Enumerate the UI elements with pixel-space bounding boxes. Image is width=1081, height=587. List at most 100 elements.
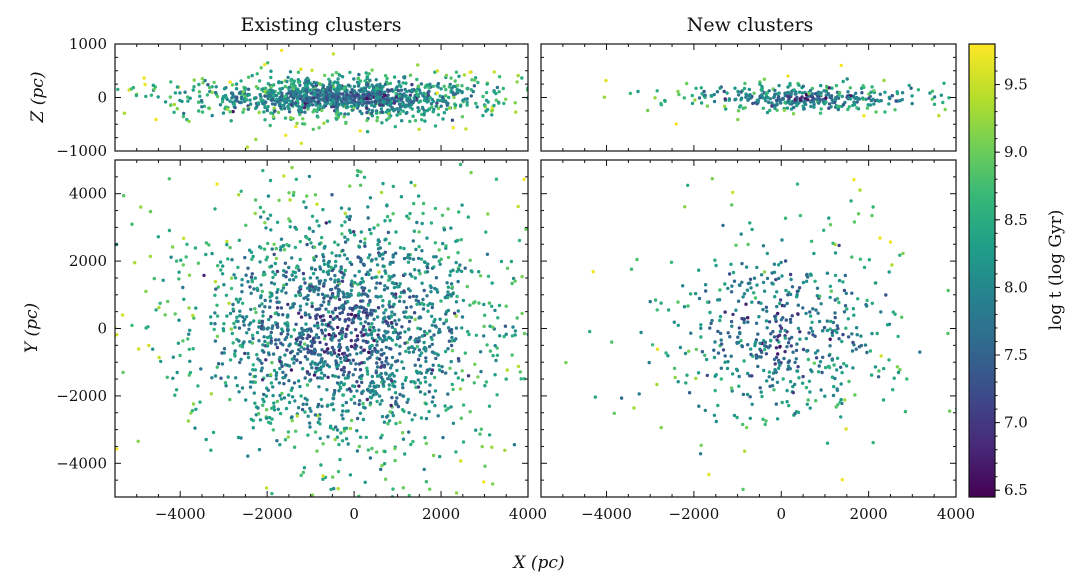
scatter-point	[674, 122, 678, 126]
scatter-point	[212, 80, 216, 85]
scatter-point	[432, 375, 437, 380]
scatter-point	[865, 298, 869, 303]
scatter-point	[874, 110, 878, 114]
scatter-point	[288, 306, 293, 310]
scatter-point	[545, 303, 548, 306]
scatter-point	[816, 90, 821, 94]
scatter-point	[839, 415, 843, 419]
scatter-point	[798, 98, 803, 102]
scatter-point	[298, 83, 302, 88]
scatter-point	[298, 239, 302, 244]
scatter-point	[136, 347, 141, 351]
scatter-point	[193, 426, 197, 430]
scatter-point	[392, 302, 396, 307]
scatter-point	[542, 114, 545, 117]
scatter-point	[947, 409, 952, 413]
scatter-point	[246, 454, 250, 458]
scatter-point	[730, 203, 734, 207]
scatter-point	[359, 321, 363, 326]
scatter-point	[445, 532, 448, 535]
scatter-point	[837, 93, 841, 97]
scatter-point	[353, 343, 357, 347]
scatter-point	[240, 301, 245, 305]
scatter-point	[256, 288, 260, 293]
scatter-point	[262, 392, 266, 397]
scatter-point	[777, 83, 781, 88]
scatter-point	[846, 90, 850, 94]
scatter-point	[896, 370, 901, 375]
scatter-point	[415, 77, 419, 82]
scatter-point	[831, 320, 836, 325]
scatter-point	[389, 99, 393, 104]
scatter-point	[698, 452, 703, 456]
scatter-point	[299, 108, 303, 112]
scatter-point	[554, 233, 557, 236]
scatter-point	[336, 278, 341, 282]
scatter-point	[404, 94, 408, 99]
scatter-point	[370, 322, 374, 326]
scatter-point	[478, 274, 483, 278]
scatter-point	[377, 373, 382, 378]
scatter-point	[371, 393, 375, 397]
scatter-point	[293, 399, 297, 403]
scatter-point	[817, 364, 821, 368]
scatter-point	[422, 260, 427, 264]
scatter-point	[262, 210, 266, 214]
scatter-point	[176, 341, 181, 345]
scatter-point	[291, 278, 296, 282]
scatter-point	[591, 270, 595, 274]
scatter-point	[522, 177, 526, 182]
scatter-point	[800, 91, 805, 95]
scatter-point	[234, 95, 239, 99]
scatter-point	[434, 255, 438, 259]
scatter-point	[749, 347, 753, 351]
scatter-point	[413, 183, 417, 188]
scatter-point	[456, 279, 460, 284]
scatter-point	[416, 84, 421, 88]
scatter-point	[742, 318, 746, 322]
scatter-point	[355, 93, 359, 98]
scatter-point	[718, 86, 722, 90]
scatter-point	[342, 426, 347, 431]
scatter-point	[364, 435, 368, 440]
scatter-point	[320, 108, 324, 113]
scatter-point	[439, 299, 443, 303]
scatter-point	[486, 100, 490, 104]
scatter-point	[431, 84, 435, 89]
scatter-point	[403, 452, 407, 456]
scatter-point	[761, 280, 766, 285]
scatter-point	[729, 262, 733, 266]
scatter-point	[366, 322, 371, 326]
scatter-point	[495, 393, 499, 397]
scatter-point	[307, 313, 311, 317]
scatter-point	[435, 91, 439, 95]
scatter-point	[466, 374, 471, 378]
scatter-point	[719, 377, 723, 381]
scatter-point	[254, 145, 257, 148]
scatter-point	[168, 95, 172, 99]
scatter-point	[323, 278, 327, 283]
scatter-point	[843, 273, 847, 278]
scatter-point	[417, 127, 421, 131]
scatter-point	[380, 121, 384, 125]
scatter-point	[327, 332, 331, 337]
scatter-point	[741, 392, 746, 397]
scatter-point	[290, 273, 294, 277]
scatter-point	[300, 367, 305, 371]
scatter-point	[241, 110, 245, 114]
scatter-point	[156, 498, 159, 501]
scatter-point	[828, 337, 832, 341]
scatter-point	[374, 257, 378, 261]
scatter-point	[320, 376, 325, 380]
scatter-point	[457, 210, 461, 214]
scatter-point	[234, 87, 239, 91]
scatter-point	[419, 257, 424, 261]
scatter-point	[173, 312, 177, 316]
scatter-point	[355, 334, 360, 338]
scatter-point	[449, 76, 453, 80]
scatter-point	[796, 365, 800, 369]
scatter-point	[210, 251, 214, 256]
scatter-point	[364, 311, 368, 315]
scatter-point	[812, 100, 816, 105]
scatter-point	[440, 369, 444, 374]
